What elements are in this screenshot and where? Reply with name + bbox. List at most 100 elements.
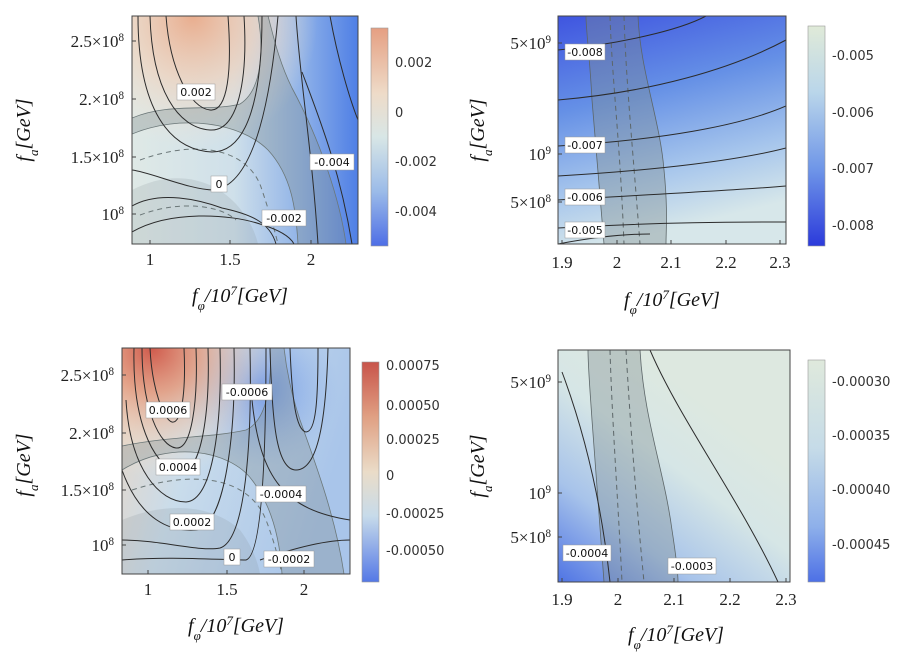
contour-label-text: -0.007 — [567, 139, 602, 152]
panel-4-density-field: -0.0004 -0.0003 — [558, 350, 790, 582]
contour-label-text: -0.0006 — [226, 386, 268, 399]
y-tick-label: 1.5×108 — [61, 481, 115, 500]
panel-1-contour — [329, 16, 358, 121]
y-tick-label: 5×109 — [510, 34, 551, 53]
colorbar — [807, 25, 826, 247]
panel-bottom-left: 0.0006 0.0004 0.0002 0 -0.0006 -0.0004 -… — [13, 347, 444, 643]
panel-3-xtick-labels: 1 1.5 2 — [144, 580, 309, 599]
contour-label-text: 0.0002 — [173, 516, 212, 529]
contour-label: 0 — [210, 175, 228, 193]
panel-1-dashed-curve-2 — [139, 205, 237, 221]
colorbar-tick-label: -0.00030 — [832, 375, 890, 390]
panel-2-contour-labels: -0.008 -0.007 -0.006 -0.005 — [564, 43, 606, 239]
y-tick-label: 108 — [91, 536, 114, 555]
panel-1-xtick-labels: 1 1.5 2 — [146, 250, 316, 269]
x-tick-label: 1.5 — [219, 250, 240, 269]
contour-label: -0.006 — [564, 188, 606, 206]
colorbar-tick-label: -0.00040 — [832, 483, 890, 498]
contour-label: -0.002 — [261, 209, 307, 227]
colorbar-tick-label: -0.004 — [395, 205, 437, 220]
colorbar-tick-label: 0.00025 — [386, 433, 440, 448]
panel-1-density-field: 0.002 0 -0.002 -0.004 — [132, 16, 358, 244]
contour-label-text: -0.0003 — [671, 560, 713, 573]
y-axis-label: fa[GeV] — [13, 98, 41, 161]
colorbar-tick-label: -0.005 — [832, 49, 874, 64]
panel-2-contour — [558, 233, 651, 244]
contour-label-text: 0.002 — [180, 86, 212, 99]
y-tick-label: 2.×108 — [69, 424, 114, 443]
contour-label-text: -0.0002 — [268, 553, 310, 566]
panel-1-shaded-band — [132, 16, 347, 244]
panel-3-contour — [141, 348, 197, 449]
contour-label: 0.0002 — [169, 513, 215, 531]
contour-label: -0.0002 — [263, 550, 315, 568]
y-axis-label: fa[GeV] — [467, 434, 495, 497]
y-tick-label: 2.×108 — [79, 90, 124, 109]
panel-1-contour-labels: 0.002 0 -0.002 -0.004 — [176, 83, 355, 227]
contour-label: 0 — [223, 548, 241, 566]
panel-1-contour — [132, 215, 295, 244]
x-tick-label: 2.3 — [775, 590, 796, 609]
x-tick-label: 2 — [300, 580, 309, 599]
panel-1-contour — [149, 16, 246, 131]
y-tick-label: 5×108 — [510, 528, 551, 547]
panel-3-contour-labels: 0.0006 0.0004 0.0002 0 -0.0006 -0.0004 -… — [145, 383, 315, 568]
x-axis-label: fφ/107[GeV] — [192, 283, 288, 313]
panel-3-contour — [122, 348, 251, 550]
panel-4-dashed-curve-2 — [625, 350, 645, 582]
x-axis-label: fφ/107[GeV] — [628, 622, 724, 652]
panel-2-ytick-labels: 5×109 109 5×108 — [510, 34, 551, 212]
x-tick-label: 2.3 — [769, 253, 790, 272]
contour-label: -0.0004 — [562, 544, 612, 562]
colorbar-tick-label: -0.008 — [832, 219, 874, 234]
x-tick-label: 1.5 — [216, 580, 237, 599]
panel-2-contour — [558, 147, 786, 177]
contour-label-text: -0.0004 — [260, 488, 302, 501]
contour-label-text: -0.005 — [567, 224, 602, 237]
x-tick-label: 2.2 — [719, 590, 740, 609]
panel-3-ticks — [122, 374, 305, 574]
contour-label-text: -0.008 — [567, 46, 602, 59]
contour-label-text: -0.0004 — [566, 547, 608, 560]
contour-label-text: -0.006 — [567, 191, 602, 204]
colorbar-tick-label: 0 — [386, 469, 394, 484]
colorbar-tick-label: 0.00075 — [386, 359, 440, 374]
contour-label: 0.002 — [176, 83, 216, 101]
panel-3-contour — [289, 348, 319, 433]
x-tick-label: 1.9 — [551, 253, 572, 272]
x-tick-label: 2 — [307, 250, 316, 269]
panel-2-frame — [557, 15, 787, 245]
contour-label-text: -0.004 — [314, 156, 349, 169]
panel-3-frame — [121, 347, 351, 575]
x-tick-label: 2.1 — [663, 590, 684, 609]
panel-2-dashed-curve-2 — [623, 16, 641, 244]
panel-2-contour — [558, 39, 786, 101]
panel-bottom-right: -0.0004 -0.0003 1.9 2 2.1 2.2 2.3 5×109 … — [467, 349, 890, 652]
panel-3-density-field: 0.0006 0.0004 0.0002 0 -0.0006 -0.0004 -… — [122, 348, 350, 574]
y-tick-label: 5×108 — [510, 193, 551, 212]
panel-3-contour — [149, 348, 185, 423]
panel-1-colorbar: 0.002 0 -0.002 -0.004 — [370, 27, 437, 247]
panel-2-ticks — [558, 42, 781, 244]
colorbar-tick-label: 0.00050 — [386, 399, 440, 414]
panel-3-shaded-band — [122, 348, 345, 574]
contour-label-text: 0 — [229, 551, 236, 564]
contour-label-text: 0.0006 — [149, 404, 188, 417]
contour-label-text: 0 — [216, 178, 223, 191]
x-tick-label: 2.1 — [660, 253, 681, 272]
contour-label: -0.004 — [309, 153, 355, 171]
colorbar-tick-label: -0.007 — [832, 162, 874, 177]
panel-4-ytick-labels: 5×109 109 5×108 — [510, 373, 551, 547]
panel-4-contour — [649, 350, 779, 582]
panel-1-contour — [137, 16, 263, 153]
panel-1-contour — [165, 16, 230, 111]
contour-label-text: 0.0004 — [159, 461, 198, 474]
panel-1-contours — [132, 16, 358, 244]
x-tick-label: 1.9 — [551, 590, 572, 609]
colorbar-tick-label: -0.006 — [832, 106, 874, 121]
y-tick-label: 1.5×108 — [71, 148, 125, 167]
panel-4-ticks — [558, 381, 787, 582]
contour-label: 0.0006 — [145, 401, 191, 419]
panel-2-xtick-labels: 1.9 2 2.1 2.2 2.3 — [551, 253, 790, 272]
